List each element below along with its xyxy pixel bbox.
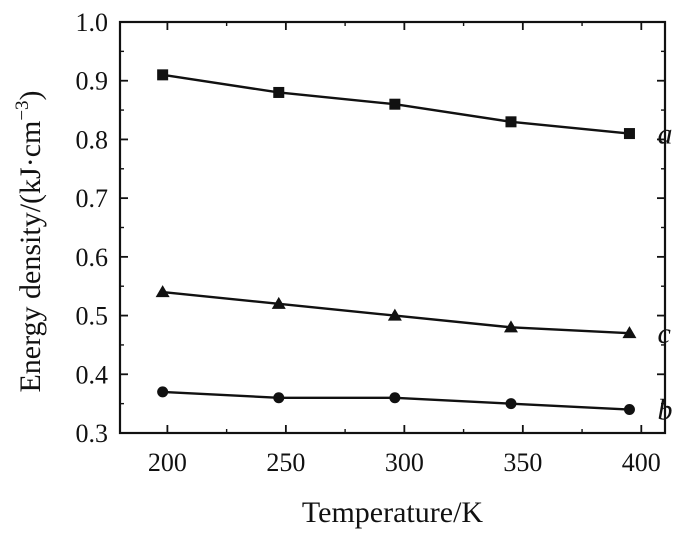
series-b-point-0 bbox=[157, 386, 169, 398]
series-b-point-4 bbox=[623, 404, 635, 416]
series-b-point-2 bbox=[389, 392, 401, 404]
x-tick-label-200: 200 bbox=[148, 448, 187, 477]
x-tick-label-300: 300 bbox=[385, 448, 424, 477]
x-tick-label-350: 350 bbox=[503, 448, 542, 477]
y-axis-title: Energy density/(kJ·cm−3) bbox=[12, 90, 47, 392]
series-c-label: c bbox=[657, 317, 670, 350]
y-axis-title-close: ) bbox=[14, 90, 47, 100]
series-c: c bbox=[155, 285, 671, 350]
series-a-label: a bbox=[657, 118, 672, 151]
series-c-point-2 bbox=[387, 308, 402, 321]
series-layer: a c b bbox=[155, 69, 672, 427]
series-b-label: b bbox=[657, 394, 672, 427]
series-c-point-0 bbox=[155, 285, 170, 298]
y-tick-label-4: 0.7 bbox=[76, 184, 109, 213]
series-b-point-1 bbox=[273, 392, 285, 404]
series-a-point-2 bbox=[389, 98, 401, 110]
series-a-point-0 bbox=[157, 69, 169, 81]
series-a-point-4 bbox=[623, 128, 635, 140]
series-b-point-3 bbox=[505, 398, 517, 410]
series-c-point-3 bbox=[503, 320, 518, 333]
y-tick-label-6: 0.9 bbox=[76, 67, 109, 96]
y-tick-label-7: 1.0 bbox=[76, 8, 109, 37]
series-c-point-4 bbox=[622, 326, 637, 339]
axes bbox=[118, 20, 667, 435]
y-axis-title-superscript: −3 bbox=[12, 100, 33, 120]
y-tick-label-1: 0.4 bbox=[76, 360, 109, 389]
y-tick-label-0: 0.3 bbox=[76, 419, 109, 448]
y-tick-label-5: 0.8 bbox=[76, 125, 109, 154]
series-c-point-1 bbox=[271, 296, 286, 309]
series-a-point-3 bbox=[505, 116, 517, 128]
series-a: a bbox=[157, 69, 672, 151]
series-b: b bbox=[157, 386, 672, 427]
y-tick-label-2: 0.5 bbox=[76, 302, 109, 331]
series-a-point-1 bbox=[273, 86, 285, 98]
ticks: 200 250 300 350 400 0.3 0.4 0.5 0.6 0.7 0.8 0.9 1.0 bbox=[76, 8, 665, 477]
x-axis-title: Temperature/K bbox=[302, 496, 483, 529]
x-tick-label-400: 400 bbox=[622, 448, 661, 477]
y-tick-label-3: 0.6 bbox=[76, 243, 109, 272]
plot-frame bbox=[118, 20, 667, 435]
x-tick-label-250: 250 bbox=[266, 448, 305, 477]
y-axis-title-main: Energy density/(kJ·cm bbox=[14, 121, 47, 393]
